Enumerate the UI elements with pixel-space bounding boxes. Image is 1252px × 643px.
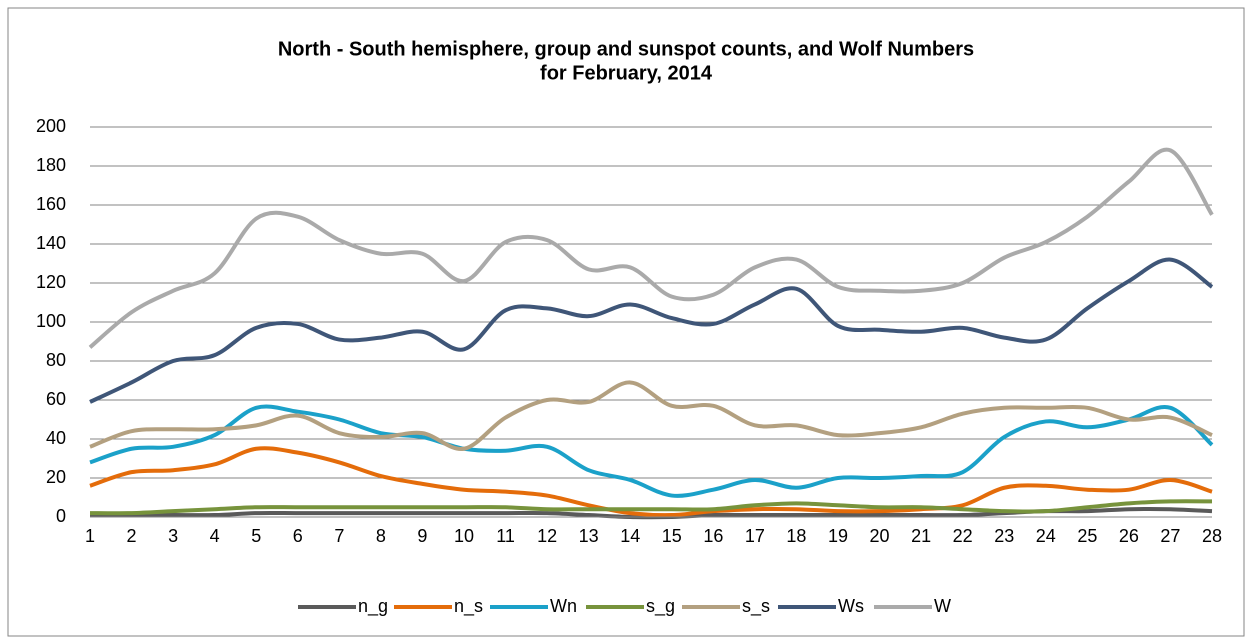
x-tick-label: 11	[496, 526, 515, 546]
x-tick-label: 24	[1036, 526, 1056, 546]
series-line	[89, 446, 1213, 518]
x-tick-label: 28	[1202, 526, 1222, 546]
x-tick-label: 15	[662, 526, 682, 546]
legend-label: W	[934, 596, 951, 616]
x-tick-label: 19	[828, 526, 848, 546]
series-line	[88, 147, 1214, 349]
x-tick-label: 23	[994, 526, 1014, 546]
series-line	[89, 404, 1214, 498]
x-tick-label: 3	[168, 526, 178, 546]
y-tick-label: 100	[36, 311, 66, 331]
y-tick-label: 200	[36, 116, 66, 136]
x-tick-label: 14	[620, 526, 640, 546]
y-tick-label: 160	[36, 194, 66, 214]
y-tick-label: 180	[36, 155, 66, 175]
series-line	[89, 257, 1214, 404]
x-tick-label: 25	[1077, 526, 1097, 546]
legend-label: s_s	[742, 596, 770, 617]
x-tick-label: 5	[251, 526, 261, 546]
y-tick-label: 140	[36, 233, 66, 253]
x-tick-label: 7	[334, 526, 344, 546]
legend-label: Wn	[550, 596, 577, 616]
y-tick-label: 20	[46, 467, 66, 487]
chart-subtitle: for February, 2014	[540, 62, 713, 84]
legend-label: Ws	[838, 596, 864, 616]
x-tick-label: 2	[127, 526, 137, 546]
x-tick-label: 9	[417, 526, 427, 546]
x-tick-label: 18	[786, 526, 806, 546]
x-tick-label: 10	[454, 526, 474, 546]
legend-label: n_g	[358, 596, 388, 617]
y-tick-label: 60	[46, 389, 66, 409]
x-tick-label: 6	[293, 526, 303, 546]
legend-label: n_s	[454, 596, 483, 617]
x-tick-label: 26	[1119, 526, 1139, 546]
y-tick-label: 80	[46, 350, 66, 370]
x-tick-label: 20	[870, 526, 890, 546]
x-tick-label: 27	[1160, 526, 1180, 546]
legend-label: s_g	[646, 596, 675, 617]
y-tick-label: 120	[36, 272, 66, 292]
y-tick-label: 40	[46, 428, 66, 448]
x-tick-label: 1	[85, 526, 95, 546]
y-tick-label: 0	[56, 506, 66, 526]
x-tick-label: 13	[579, 526, 599, 546]
x-tick-label: 21	[911, 526, 931, 546]
x-tick-label: 4	[210, 526, 220, 546]
x-tick-label: 16	[703, 526, 723, 546]
chart-title: North - South hemisphere, group and suns…	[278, 38, 974, 60]
series-line	[89, 499, 1213, 516]
series-line	[89, 380, 1213, 451]
x-tick-label: 17	[745, 526, 765, 546]
x-tick-label: 22	[953, 526, 973, 546]
x-tick-label: 8	[376, 526, 386, 546]
x-tick-label: 12	[537, 526, 557, 546]
